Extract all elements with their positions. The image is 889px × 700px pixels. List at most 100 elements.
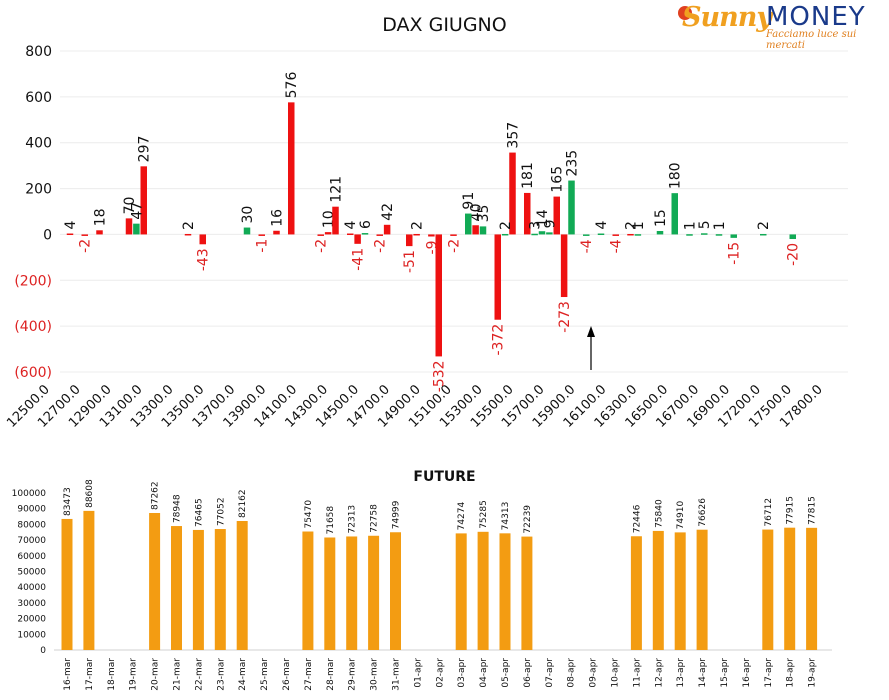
data-label: 1: [683, 221, 699, 230]
bar: [477, 531, 489, 650]
bar: [531, 233, 538, 236]
y-tick-label: 100000: [12, 489, 47, 499]
data-label: 76465: [194, 498, 204, 527]
y-tick-label: 0: [40, 646, 46, 656]
y-tick-label: (600): [14, 365, 52, 381]
x-tick-label: 20-mar: [151, 658, 161, 691]
bar: [715, 234, 723, 236]
data-label: 235: [565, 150, 581, 177]
bar: [509, 152, 516, 235]
sunny-money-logo: Sunny MONEY Facciamo luce sui mercati: [678, 2, 885, 51]
bar: [553, 196, 560, 235]
data-label: 83473: [63, 487, 73, 516]
bar: [612, 234, 619, 236]
data-label: 77915: [786, 496, 796, 525]
data-label: 75470: [304, 500, 314, 529]
y-tick-label: 400: [25, 136, 52, 152]
data-label: 2: [181, 221, 197, 230]
bar: [96, 230, 103, 235]
data-label: 74274: [457, 501, 467, 530]
data-label: 180: [668, 162, 684, 189]
x-tick-label: 02-apr: [435, 658, 445, 688]
data-label: -532: [432, 360, 448, 392]
bar: [361, 233, 369, 235]
x-tick-label: 26-mar: [282, 658, 292, 691]
y-tick-label: 10000: [17, 630, 46, 640]
bar: [236, 521, 248, 650]
data-label: 18: [93, 208, 109, 226]
x-tick-label: 28-mar: [326, 658, 336, 691]
x-tick-label: 21-mar: [173, 658, 183, 691]
x-tick-label: 09-apr: [589, 658, 599, 688]
x-tick-label: 14-apr: [698, 658, 708, 688]
bar: [435, 234, 442, 357]
bar: [686, 234, 693, 236]
data-label: 9: [542, 219, 558, 228]
bar: [140, 166, 147, 235]
data-label: 76712: [764, 498, 774, 527]
data-label: 2: [756, 221, 772, 230]
data-label: 6: [358, 220, 374, 229]
bar: [428, 234, 435, 237]
y-tick-label: 0: [43, 227, 52, 243]
x-tick-label: 19-mar: [129, 658, 139, 691]
sun-icon: [678, 6, 692, 20]
x-tick-label: 10-apr: [611, 658, 621, 688]
bar: [125, 218, 133, 235]
bar: [760, 233, 767, 236]
data-label: 4: [343, 221, 359, 230]
bar: [81, 234, 88, 236]
y-tick-label: 90000: [17, 505, 46, 515]
bar: [383, 224, 391, 235]
bar: [324, 232, 332, 235]
y-tick-label: 50000: [17, 568, 46, 578]
y-tick-label: 80000: [17, 520, 46, 530]
x-tick-label: 17-apr: [764, 658, 774, 688]
bar: [656, 230, 664, 235]
future-chart-title: FUTURE: [413, 469, 476, 485]
bar: [634, 234, 642, 236]
data-label: 76626: [698, 498, 708, 527]
x-tick-label: 08-apr: [567, 658, 577, 688]
data-label: -2: [314, 239, 330, 253]
bar: [390, 532, 401, 650]
bar: [214, 529, 226, 650]
x-tick-label: 18-mar: [107, 658, 117, 691]
y-tick-label: 200: [25, 182, 52, 198]
data-label: 74910: [676, 500, 686, 529]
data-label: 71658: [326, 506, 336, 535]
data-label: -2: [447, 239, 463, 253]
data-label: 78948: [173, 494, 183, 523]
bar: [455, 533, 467, 650]
logo-tagline: Facciamo luce sui mercati: [766, 29, 857, 51]
x-tick-label: 07-apr: [545, 658, 555, 688]
data-label: 75285: [479, 500, 489, 529]
bar: [243, 227, 251, 235]
bar: [133, 223, 140, 235]
future-volume-chart: 0 10000 20000 30000 40000 50000 60000 70000 8000…: [12, 479, 832, 691]
data-label: 35: [476, 205, 492, 223]
bar: [192, 529, 204, 650]
data-label: 40: [469, 203, 485, 221]
x-tick-label: 11-apr: [632, 658, 642, 688]
bar: [806, 527, 818, 650]
y-tick-label: 30000: [17, 599, 46, 609]
y-tick-label: 70000: [17, 536, 46, 546]
x-tick-label: 16-apr: [742, 658, 752, 688]
x-tick-label: 05-apr: [501, 658, 511, 688]
data-label: 357: [506, 122, 522, 149]
data-label: 2: [410, 221, 426, 230]
bar: [465, 213, 472, 235]
bar: [568, 180, 575, 235]
data-label: 70: [122, 197, 138, 215]
bar: [524, 192, 531, 235]
bar: [406, 234, 413, 247]
bar: [324, 537, 336, 650]
data-label: -43: [196, 248, 212, 271]
bar: [538, 231, 546, 235]
bar: [332, 206, 339, 235]
bar: [83, 510, 95, 650]
data-label: -1: [255, 239, 271, 253]
data-label: -372: [491, 324, 507, 356]
x-tick-label: 12-apr: [654, 658, 664, 688]
